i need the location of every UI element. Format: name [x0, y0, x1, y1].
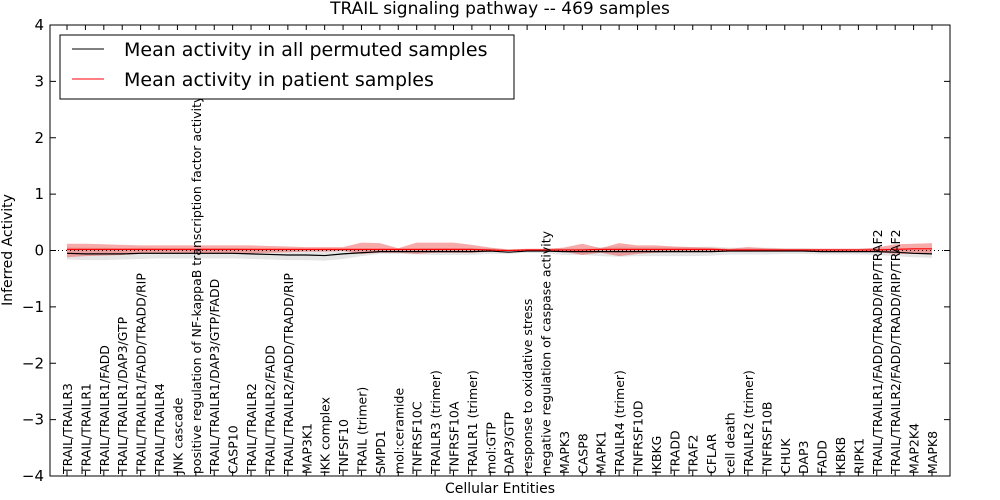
x-tick-label: TNFRSF10B — [759, 402, 774, 475]
x-tick-label: MAP3K1 — [299, 423, 314, 474]
x-tick-label: CASP8 — [575, 433, 590, 474]
x-tick-label: positive regulation of NF-kappaB transcr… — [189, 95, 204, 474]
x-tick-label: TRAIL (trimer) — [354, 387, 369, 475]
x-tick-label: TRAIL/TRAILR1/FADD/TRADD/RIP/TRAF2 — [870, 229, 885, 475]
x-tick-label: TRAILR2 (trimer) — [741, 370, 756, 475]
x-tick-label: CASP10 — [226, 425, 241, 474]
y-tick-label: 4 — [34, 16, 44, 34]
x-tick-label: CHUK — [778, 438, 793, 474]
y-tick-label: 2 — [34, 129, 44, 147]
x-tick-label: TRAIL/TRAILR1/FADD — [97, 345, 112, 475]
line-patient — [67, 248, 932, 252]
x-tick-label: RIPK1 — [851, 438, 866, 474]
legend-label-permuted: Mean activity in all permuted samples — [124, 39, 487, 61]
x-tick-label: MAPK3 — [557, 431, 572, 474]
x-tick-label: TRAIL/TRAILR3 — [60, 383, 75, 475]
x-tick-label: TRAIL/TRAILR2/FADD — [262, 345, 277, 475]
x-tick-label: TRAIL/TRAILR2 — [244, 383, 259, 475]
x-tick-label: TRAIL/TRAILR1/DAP3/GTP — [115, 316, 130, 475]
x-tick-label: mol:GTP — [483, 422, 498, 474]
x-axis-label: Cellular Entities — [445, 481, 555, 497]
x-tick-label: TNFRSF10C — [410, 401, 425, 475]
x-tick-label: DAP3/GTP — [502, 411, 517, 474]
y-tick-label: −4 — [22, 467, 44, 485]
y-tick-label: −2 — [22, 354, 44, 372]
x-tick-label: SMPD1 — [373, 430, 388, 474]
y-axis-label: Inferred Activity — [0, 194, 16, 306]
x-tick-label: TRADD — [667, 430, 682, 475]
x-tick-label: TNFSF10 — [336, 419, 351, 475]
x-tick-label: MAP2K4 — [907, 423, 922, 474]
x-tick-label: CFLAR — [704, 433, 719, 474]
chart-title: TRAIL signaling pathway -- 469 samples — [329, 0, 670, 19]
x-tick-label: TRAF2 — [686, 434, 701, 475]
x-tick-label: MAPK8 — [925, 431, 940, 474]
y-tick-label: −3 — [22, 411, 44, 429]
x-tick-label: response to oxidative stress — [520, 299, 535, 474]
x-tick-label: mol:ceramide — [391, 388, 406, 474]
y-tick-label: 1 — [34, 185, 44, 203]
x-tick-label: FADD — [815, 440, 830, 474]
x-tick-label: JNK cascade — [170, 397, 185, 475]
x-tick-label: TRAILR3 (trimer) — [428, 370, 443, 475]
y-tick-label: 3 — [34, 72, 44, 90]
x-tick-label: negative regulation of caspase activity — [539, 230, 554, 474]
axes: −4 −3 −2 −1 0 1 2 3 4 — [22, 16, 950, 485]
y-tick-label: −1 — [22, 298, 44, 316]
legend-frame — [59, 34, 515, 100]
x-tick-label: cell death — [723, 412, 738, 474]
x-tick-label: TRAIL/TRAILR1/DAP3/GTP/FADD — [207, 279, 222, 475]
y-tick-label: 0 — [34, 242, 44, 260]
x-tick-label: IKBKB — [833, 437, 848, 474]
x-tick-label: TRAIL/TRAILR2/FADD/TRADD/RIP/TRAF2 — [888, 229, 903, 475]
line-permuted — [66, 250, 933, 257]
legend-label-patient: Mean activity in patient samples — [124, 69, 434, 91]
x-tick-label: DAP3 — [796, 441, 811, 474]
x-tick-label: IKBKG — [649, 436, 664, 474]
x-tick-label: TNFRSF10D — [631, 400, 646, 475]
x-tick-label: TRAILR4 (trimer) — [612, 370, 627, 475]
x-tick-label: TRAIL/TRAILR4 — [152, 383, 167, 475]
legend: Mean activity in all permuted samples Me… — [59, 34, 515, 100]
x-tick-label: MAPK1 — [594, 431, 609, 474]
x-tick-label: IKK complex — [318, 397, 333, 474]
plot-area — [50, 242, 950, 261]
x-tick-label: TRAIL/TRAILR1 — [78, 383, 93, 475]
x-tick-label: TRAILR1 (trimer) — [465, 370, 480, 475]
x-tick-label: TNFRSF10A — [446, 401, 461, 475]
x-tick-label: TRAIL/TRAILR2/FADD/TRADD/RIP — [281, 273, 296, 475]
category-labels: TRAIL/TRAILR3 TRAIL/TRAILR1 TRAIL/TRAILR1/… — [60, 95, 940, 475]
x-tick-label: TRAIL/TRAILR1/FADD/TRADD/RIP — [134, 273, 149, 475]
